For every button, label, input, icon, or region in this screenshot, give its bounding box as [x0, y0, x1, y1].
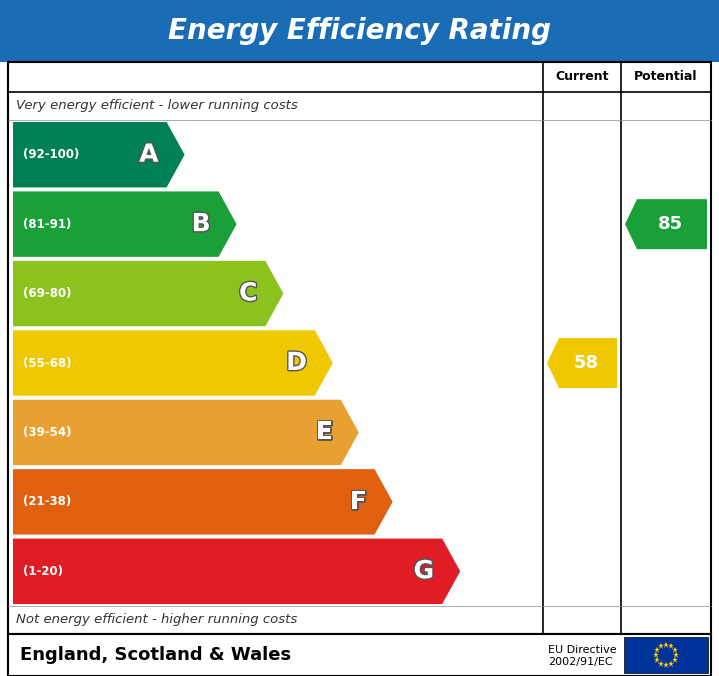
Polygon shape [13, 191, 237, 257]
Bar [8, 634, 711, 676]
Polygon shape [625, 199, 707, 249]
Polygon shape [13, 400, 359, 465]
Polygon shape [13, 261, 283, 327]
Polygon shape [13, 469, 393, 535]
Text: Energy Efficiency Rating: Energy Efficiency Rating [168, 17, 551, 45]
Polygon shape [13, 331, 333, 395]
Bar [0, 0, 719, 62]
Text: B: B [191, 212, 211, 236]
Polygon shape [13, 539, 460, 604]
Text: Very energy efficient - lower running costs: Very energy efficient - lower running co… [16, 99, 298, 112]
Text: (55-68): (55-68) [23, 356, 72, 370]
Text: D: D [286, 351, 307, 375]
Text: G: G [413, 559, 434, 583]
Text: 85: 85 [657, 215, 682, 233]
Text: E: E [316, 420, 333, 444]
Text: Current: Current [555, 70, 609, 84]
Text: (81-91): (81-91) [23, 218, 71, 231]
Text: EU Directive: EU Directive [548, 645, 617, 655]
Text: Potential: Potential [634, 70, 697, 84]
Bar [624, 637, 708, 673]
Bar [8, 62, 711, 634]
Polygon shape [547, 338, 617, 388]
Text: F: F [349, 490, 367, 514]
Text: (21-38): (21-38) [23, 496, 71, 508]
Text: Not energy efficient - higher running costs: Not energy efficient - higher running co… [16, 614, 297, 627]
Text: 58: 58 [574, 354, 598, 372]
Text: 2002/91/EC: 2002/91/EC [548, 657, 613, 667]
Text: C: C [239, 282, 257, 306]
Text: England, Scotland & Wales: England, Scotland & Wales [20, 646, 291, 664]
Text: (69-80): (69-80) [23, 287, 71, 300]
Text: (39-54): (39-54) [23, 426, 71, 439]
Text: (92-100): (92-100) [23, 148, 79, 161]
Polygon shape [13, 122, 185, 187]
Text: A: A [139, 143, 159, 167]
Text: (1-20): (1-20) [23, 564, 63, 578]
